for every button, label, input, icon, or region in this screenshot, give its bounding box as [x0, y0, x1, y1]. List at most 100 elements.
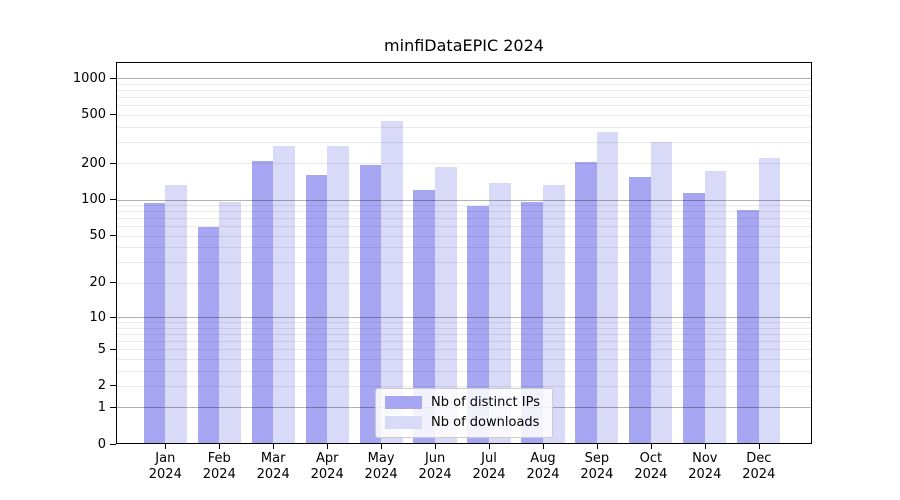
y-tick-label: 20 [89, 275, 106, 291]
x-tick [273, 444, 275, 449]
x-tick-year: 2024 [202, 467, 236, 482]
x-tick-month: Jun [424, 451, 446, 466]
bar-downloads-dec [758, 157, 781, 444]
y-tick-label: 5 [97, 341, 106, 357]
x-tick-month: Oct [639, 451, 663, 466]
y-tick [110, 348, 116, 350]
y-tick [110, 316, 116, 318]
x-tick-month: Feb [207, 451, 231, 466]
bar-downloads-sep [596, 132, 619, 444]
x-tick [543, 444, 544, 449]
x-tick-month: Nov [692, 451, 718, 466]
bar-ips-sep [575, 161, 597, 444]
y-tick-label: 500 [81, 107, 106, 123]
legend-item-downloads: Nb of downloads [385, 415, 540, 430]
x-tick-label: Jan 2024 [135, 451, 195, 483]
y-tick [110, 199, 116, 201]
legend-label-distinct-ips: Nb of distinct IPs [431, 395, 540, 410]
bar-ips-oct [629, 177, 651, 444]
x-tick-month: Mar [260, 451, 286, 466]
y-tick [110, 282, 116, 284]
bar-downloads-jan [165, 184, 187, 444]
bar-ips-feb [197, 227, 220, 444]
bar-ips-jan [143, 202, 166, 444]
bar-ips-jul [467, 205, 489, 444]
x-tick-label: Oct 2024 [621, 451, 681, 483]
y-tick [110, 443, 116, 445]
chart-title: minfiDataEPIC 2024 [384, 36, 544, 55]
y-tick-label: 50 [89, 228, 106, 244]
y-tick [110, 114, 116, 116]
x-tick [165, 444, 167, 449]
y-tick-label: 0 [97, 436, 106, 452]
x-tick-year: 2024 [418, 467, 452, 482]
x-tick-month: May [367, 451, 395, 466]
bar-downloads-nov [704, 170, 727, 444]
x-tick-month: Jan [155, 451, 176, 466]
x-tick-label: Feb 2024 [189, 451, 249, 483]
bar-downloads-apr [327, 146, 349, 444]
bar-ips-mar [251, 160, 274, 444]
x-tick-year: 2024 [742, 467, 776, 482]
bar-downloads-aug [543, 185, 565, 444]
legend-item-distinct-ips: Nb of distinct IPs [385, 395, 540, 410]
x-tick-label: Aug 2024 [513, 451, 573, 483]
x-tick-year: 2024 [688, 467, 722, 482]
x-tick [489, 444, 490, 449]
y-tick-label: 10 [89, 309, 106, 325]
x-tick-month: Dec [746, 451, 772, 466]
x-tick-year: 2024 [148, 467, 182, 482]
y-tick [110, 162, 116, 164]
legend-swatch-distinct-ips [385, 396, 423, 409]
x-tick-year: 2024 [364, 467, 398, 482]
y-tick-label: 1000 [72, 70, 106, 86]
bar-ips-aug [521, 201, 543, 444]
bar-ips-apr [305, 175, 328, 444]
x-tick-label: Mar 2024 [243, 451, 303, 483]
x-tick-year: 2024 [580, 467, 614, 482]
x-tick-label: Nov 2024 [675, 451, 735, 483]
y-tick [110, 385, 116, 387]
x-tick [381, 444, 383, 449]
bar-ips-dec [737, 210, 759, 444]
x-tick [758, 444, 760, 449]
y-tick [110, 235, 116, 237]
x-tick-label: Jul 2024 [459, 451, 519, 483]
x-tick-label: Apr 2024 [297, 451, 357, 483]
top-spine [116, 62, 812, 63]
legend: Nb of distinct IPs Nb of downloads [375, 388, 553, 438]
x-tick-year: 2024 [310, 467, 344, 482]
y-tick [110, 406, 116, 408]
right-spine [811, 62, 812, 444]
x-tick [596, 444, 598, 449]
x-tick [704, 444, 706, 449]
bar-ips-nov [683, 192, 705, 444]
x-tick [219, 444, 221, 449]
legend-swatch-downloads [385, 416, 423, 429]
x-tick-year: 2024 [526, 467, 560, 482]
left-spine [116, 62, 117, 444]
x-tick-month: Aug [530, 451, 556, 466]
x-tick-year: 2024 [634, 467, 668, 482]
bar-downloads-jul [489, 183, 511, 444]
bar-downloads-oct [650, 142, 673, 444]
bar-ips-jun [413, 190, 435, 444]
bottom-spine [116, 443, 812, 444]
bar-downloads-mar [273, 145, 295, 444]
x-tick-label: Dec 2024 [729, 451, 789, 483]
bar-downloads-feb [219, 201, 241, 444]
y-tick-label: 100 [81, 192, 106, 208]
y-tick-label: 1 [97, 399, 106, 415]
x-tick [327, 444, 329, 449]
x-tick-month: Sep [584, 451, 610, 466]
x-tick-month: Apr [315, 451, 339, 466]
x-tick [650, 444, 652, 449]
x-tick-label: May 2024 [351, 451, 411, 483]
bar-ips-may [359, 164, 382, 444]
x-tick-label: Sep 2024 [567, 451, 627, 483]
y-tick-label: 200 [81, 155, 106, 171]
x-tick-year: 2024 [472, 467, 506, 482]
bars-layer [116, 62, 812, 444]
x-tick-label: Jun 2024 [405, 451, 465, 483]
